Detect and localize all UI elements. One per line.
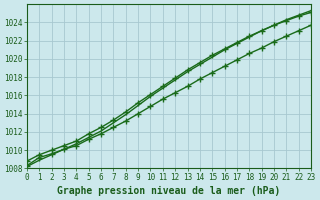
X-axis label: Graphe pression niveau de la mer (hPa): Graphe pression niveau de la mer (hPa) (57, 186, 281, 196)
